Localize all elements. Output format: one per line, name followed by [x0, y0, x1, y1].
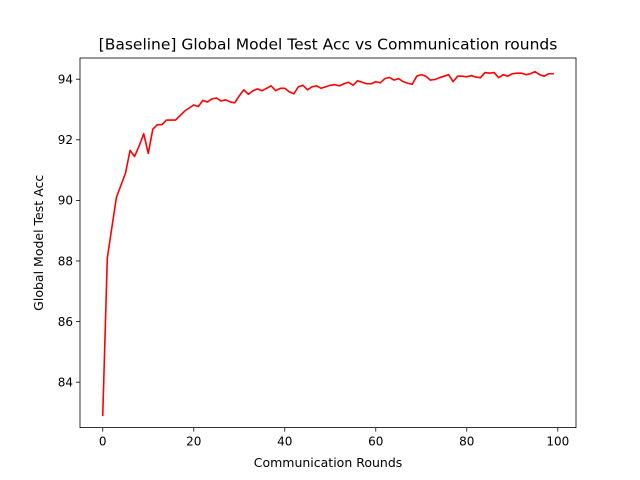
x-tick-label: 60	[368, 435, 383, 449]
y-tick-label: 88	[58, 254, 73, 268]
y-axis: 84 86 88 90 92 94	[58, 73, 80, 389]
y-tick-label: 86	[58, 315, 73, 329]
y-tick-label: 90	[58, 194, 73, 208]
x-tick-label: 40	[277, 435, 292, 449]
x-axis-title: Communication Rounds	[254, 455, 403, 470]
series-line-0	[101, 70, 555, 417]
x-tick-label: 80	[459, 435, 474, 449]
plot-area	[79, 57, 577, 429]
series-layer	[101, 70, 555, 417]
chart-title: [Baseline] Global Model Test Acc vs Comm…	[99, 36, 558, 54]
axes-frame	[79, 57, 577, 429]
x-axis: 0 20 40 60 80 100	[99, 427, 569, 449]
y-axis-title: Global Model Test Acc	[31, 175, 46, 311]
y-tick-label: 84	[58, 375, 73, 389]
x-tick-label: 0	[99, 435, 107, 449]
x-tick-label: 20	[186, 435, 201, 449]
x-tick-label: 100	[546, 435, 569, 449]
y-tick-label: 94	[58, 73, 73, 87]
y-tick-label: 92	[58, 133, 73, 147]
